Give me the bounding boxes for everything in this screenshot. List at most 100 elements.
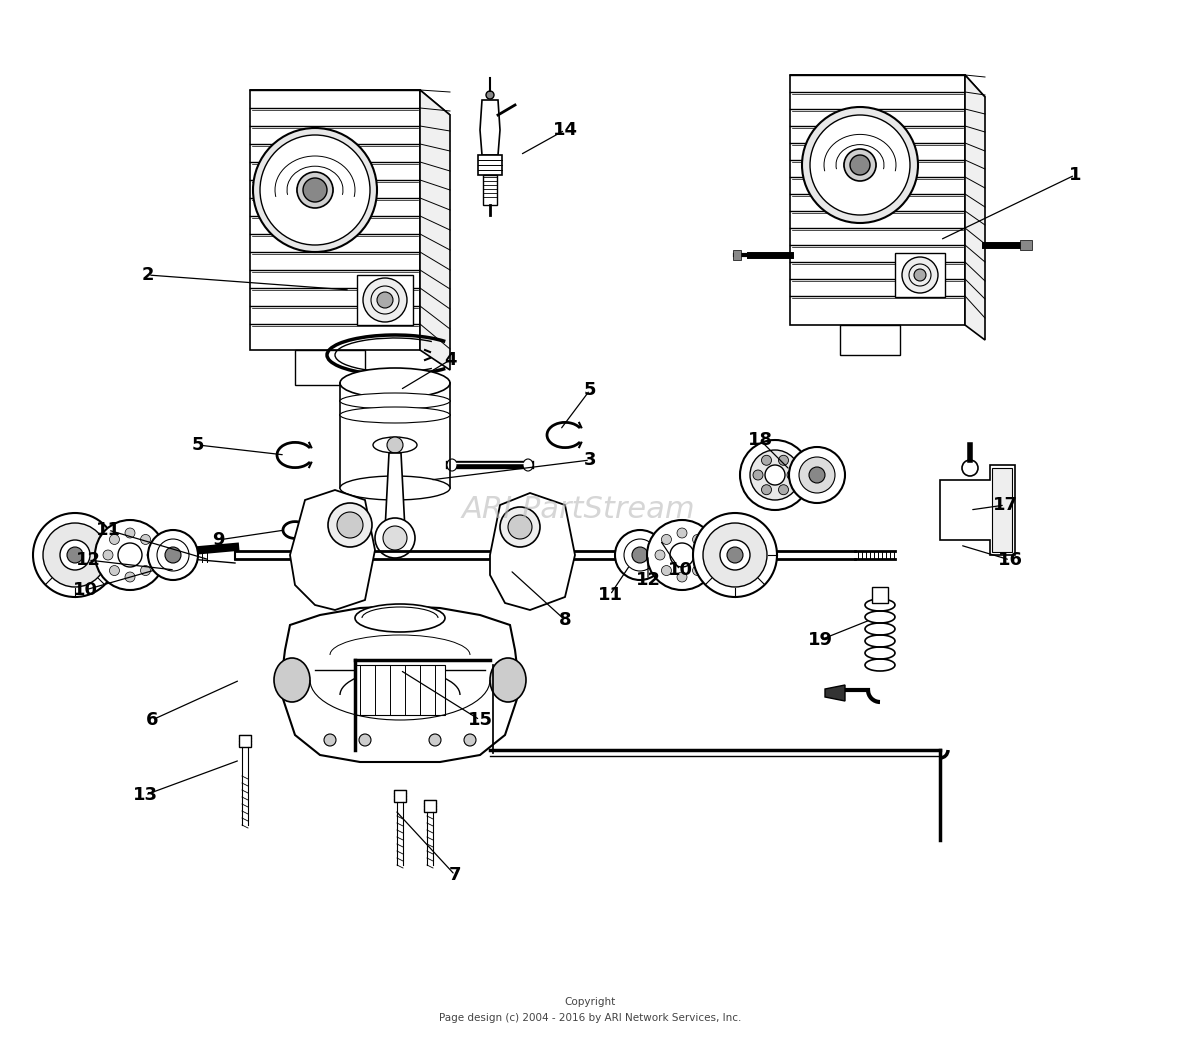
Circle shape bbox=[727, 547, 743, 563]
Text: 8: 8 bbox=[558, 610, 571, 629]
Circle shape bbox=[662, 566, 671, 575]
Text: 10: 10 bbox=[668, 561, 693, 579]
Circle shape bbox=[809, 467, 825, 483]
Bar bbox=[424, 800, 435, 812]
Circle shape bbox=[359, 734, 371, 746]
Text: 14: 14 bbox=[552, 121, 577, 139]
Ellipse shape bbox=[274, 658, 310, 702]
Circle shape bbox=[33, 513, 117, 597]
Text: 17: 17 bbox=[992, 496, 1017, 514]
Bar bbox=[394, 790, 406, 802]
Circle shape bbox=[486, 90, 494, 99]
Bar bbox=[355, 665, 445, 716]
Circle shape bbox=[761, 485, 772, 495]
Circle shape bbox=[324, 734, 336, 746]
Polygon shape bbox=[965, 75, 985, 340]
Bar bbox=[240, 735, 251, 747]
Circle shape bbox=[761, 456, 772, 465]
Circle shape bbox=[740, 440, 809, 510]
Circle shape bbox=[670, 543, 694, 567]
Circle shape bbox=[140, 566, 151, 575]
Circle shape bbox=[789, 447, 845, 503]
Circle shape bbox=[376, 292, 393, 308]
Text: 11: 11 bbox=[96, 521, 120, 539]
Ellipse shape bbox=[340, 393, 450, 409]
Polygon shape bbox=[250, 90, 450, 115]
Text: 16: 16 bbox=[997, 551, 1023, 569]
Polygon shape bbox=[940, 465, 1015, 555]
Circle shape bbox=[753, 470, 763, 480]
Text: Copyright: Copyright bbox=[564, 997, 616, 1007]
Bar bbox=[872, 587, 889, 603]
Circle shape bbox=[297, 172, 333, 208]
Polygon shape bbox=[420, 90, 450, 370]
Circle shape bbox=[509, 515, 532, 539]
Circle shape bbox=[110, 535, 119, 545]
Circle shape bbox=[693, 513, 776, 597]
Text: 11: 11 bbox=[597, 586, 623, 604]
Circle shape bbox=[962, 460, 978, 476]
Circle shape bbox=[677, 528, 687, 538]
Circle shape bbox=[693, 535, 702, 545]
Polygon shape bbox=[480, 100, 500, 155]
Text: 4: 4 bbox=[444, 350, 457, 369]
Circle shape bbox=[103, 550, 113, 560]
Polygon shape bbox=[385, 453, 405, 530]
Circle shape bbox=[765, 465, 785, 485]
Bar bbox=[483, 175, 497, 205]
Text: 5: 5 bbox=[584, 381, 596, 399]
Circle shape bbox=[148, 550, 157, 560]
Circle shape bbox=[655, 550, 666, 560]
Ellipse shape bbox=[340, 476, 450, 500]
Bar bbox=[992, 468, 1012, 552]
Bar bbox=[733, 250, 741, 260]
Circle shape bbox=[850, 155, 870, 175]
Circle shape bbox=[802, 107, 918, 223]
Circle shape bbox=[337, 512, 363, 538]
Text: Page design (c) 2004 - 2016 by ARI Network Services, Inc.: Page design (c) 2004 - 2016 by ARI Netwo… bbox=[439, 1013, 741, 1023]
Text: 7: 7 bbox=[448, 866, 461, 884]
Text: 5: 5 bbox=[191, 436, 204, 454]
Bar bbox=[1020, 240, 1032, 250]
Circle shape bbox=[779, 456, 788, 465]
Text: 6: 6 bbox=[146, 711, 158, 729]
Polygon shape bbox=[295, 350, 365, 385]
Text: 18: 18 bbox=[747, 431, 773, 449]
Text: 15: 15 bbox=[467, 711, 492, 729]
Polygon shape bbox=[789, 75, 985, 97]
Circle shape bbox=[328, 503, 372, 547]
Circle shape bbox=[632, 547, 648, 563]
Circle shape bbox=[902, 257, 938, 293]
Circle shape bbox=[677, 572, 687, 582]
Circle shape bbox=[363, 278, 407, 322]
Circle shape bbox=[110, 566, 119, 575]
Text: 12: 12 bbox=[76, 551, 100, 569]
Ellipse shape bbox=[523, 459, 533, 471]
Circle shape bbox=[165, 547, 181, 563]
Circle shape bbox=[125, 528, 135, 538]
Ellipse shape bbox=[373, 437, 417, 453]
Circle shape bbox=[118, 543, 142, 567]
Circle shape bbox=[787, 470, 797, 480]
Text: 1: 1 bbox=[1069, 166, 1081, 184]
Text: 19: 19 bbox=[807, 631, 833, 649]
Circle shape bbox=[430, 734, 441, 746]
Circle shape bbox=[703, 523, 767, 587]
Circle shape bbox=[303, 178, 327, 202]
Circle shape bbox=[148, 530, 198, 580]
Circle shape bbox=[662, 535, 671, 545]
Circle shape bbox=[693, 566, 702, 575]
Circle shape bbox=[125, 572, 135, 582]
Circle shape bbox=[914, 269, 926, 281]
Circle shape bbox=[67, 547, 83, 563]
Circle shape bbox=[809, 115, 910, 215]
Circle shape bbox=[253, 128, 376, 252]
Circle shape bbox=[260, 135, 371, 245]
Ellipse shape bbox=[340, 368, 450, 398]
Ellipse shape bbox=[340, 407, 450, 423]
Circle shape bbox=[140, 535, 151, 545]
Bar bbox=[894, 253, 945, 297]
Polygon shape bbox=[280, 606, 520, 762]
Circle shape bbox=[42, 523, 107, 587]
Circle shape bbox=[387, 437, 404, 453]
